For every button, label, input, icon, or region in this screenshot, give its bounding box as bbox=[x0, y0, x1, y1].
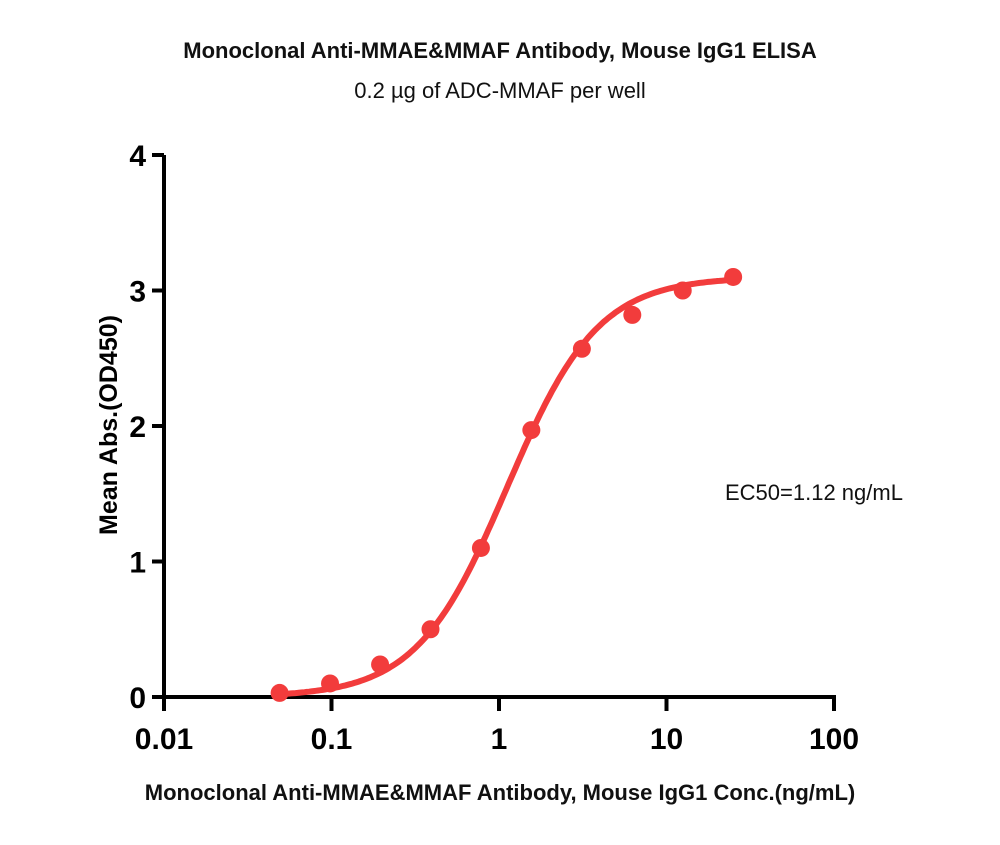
x-tick-label: 100 bbox=[809, 723, 859, 756]
y-tick-label: 0 bbox=[129, 682, 146, 715]
ec50-annotation: EC50=1.12 ng/mL bbox=[725, 480, 903, 505]
data-point bbox=[623, 305, 642, 324]
x-tick-label: 10 bbox=[650, 723, 683, 756]
y-tick-label: 1 bbox=[129, 547, 146, 580]
y-axis-label: Mean Abs.(OD450) bbox=[95, 315, 123, 535]
chart-title: Monoclonal Anti-MMAE&MMAF Antibody, Mous… bbox=[183, 38, 817, 63]
x-tick-label: 1 bbox=[491, 723, 508, 756]
x-tick-label: 0.1 bbox=[311, 723, 353, 756]
data-point bbox=[321, 674, 340, 693]
data-point bbox=[572, 339, 591, 358]
data-point bbox=[724, 267, 743, 286]
data-point bbox=[471, 538, 490, 557]
x-tick-label: 0.01 bbox=[135, 723, 193, 756]
data-point bbox=[371, 655, 390, 674]
x-axis-label: Monoclonal Anti-MMAE&MMAF Antibody, Mous… bbox=[144, 780, 856, 805]
y-tick-label: 2 bbox=[129, 411, 146, 444]
y-tick-label: 3 bbox=[129, 276, 146, 309]
data-point bbox=[673, 281, 692, 300]
data-point bbox=[421, 620, 440, 639]
data-point bbox=[522, 421, 541, 440]
y-tick-label: 4 bbox=[129, 140, 146, 173]
fit-curve bbox=[276, 276, 737, 698]
chart-subtitle: 0.2 µg of ADC-MMAF per well bbox=[354, 78, 646, 103]
data-point bbox=[270, 683, 289, 702]
